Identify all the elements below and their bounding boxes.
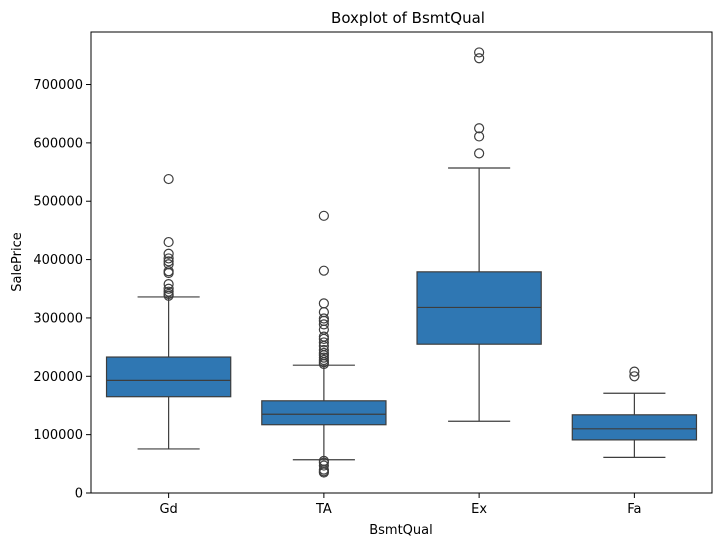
iqr-box (261, 400, 387, 426)
outlier-point (163, 236, 174, 248)
outlier-point (163, 253, 174, 264)
outlier-point (318, 460, 329, 471)
outlier-point (474, 123, 485, 134)
outlier-point (163, 248, 174, 259)
box-group-Gd (105, 173, 232, 450)
y-tick-label: 700000 (33, 78, 83, 93)
outlier-point (474, 47, 485, 58)
iqr-box (105, 356, 232, 398)
x-tick-label: Gd (159, 502, 177, 517)
outlier-point (318, 333, 329, 345)
outlier-point (318, 210, 329, 221)
y-tick-label: 500000 (33, 195, 83, 210)
x-axis: Gd TA Ex Fa (159, 493, 642, 517)
y-tick-label: 100000 (33, 428, 83, 443)
outlier-point (163, 173, 174, 185)
plot-frame (90, 31, 713, 494)
x-axis-label: BsmtQual (369, 523, 433, 538)
outlier-point (163, 283, 174, 294)
outlier-point (163, 278, 174, 290)
outlier-point (318, 337, 329, 348)
outlier-point (318, 344, 329, 356)
y-tick-label: 400000 (33, 253, 83, 268)
box-group-Ex (416, 47, 542, 422)
outlier-point (318, 319, 329, 330)
outlier-point (629, 371, 640, 382)
outlier-point (474, 53, 485, 64)
outlier-point (474, 131, 485, 142)
outlier-point (163, 256, 174, 267)
outlier-point (163, 267, 174, 279)
chart-title: Boxplot of BsmtQual (331, 9, 485, 27)
y-tick-label: 0 (75, 487, 83, 502)
iqr-box (571, 414, 698, 441)
y-tick-label: 300000 (33, 311, 83, 326)
outlier-point (318, 358, 329, 370)
outlier-point (629, 366, 640, 377)
outlier-point (474, 148, 485, 159)
outlier-point (318, 298, 329, 309)
outlier-point (318, 265, 329, 276)
box-group-Fa (571, 366, 698, 459)
plot-area (105, 47, 698, 478)
y-axis: 0 100000 200000 300000 400000 500000 600000 700… (33, 78, 91, 502)
x-tick-label: Ex (471, 502, 487, 517)
x-tick-label: TA (315, 502, 332, 517)
y-tick-label: 600000 (33, 136, 83, 151)
box-group-TA (261, 210, 387, 478)
outlier-point (318, 467, 329, 478)
x-tick-label: Fa (627, 502, 641, 517)
outlier-point (163, 290, 174, 301)
y-tick-label: 200000 (33, 370, 83, 385)
y-axis-label: SalePrice (10, 232, 25, 292)
